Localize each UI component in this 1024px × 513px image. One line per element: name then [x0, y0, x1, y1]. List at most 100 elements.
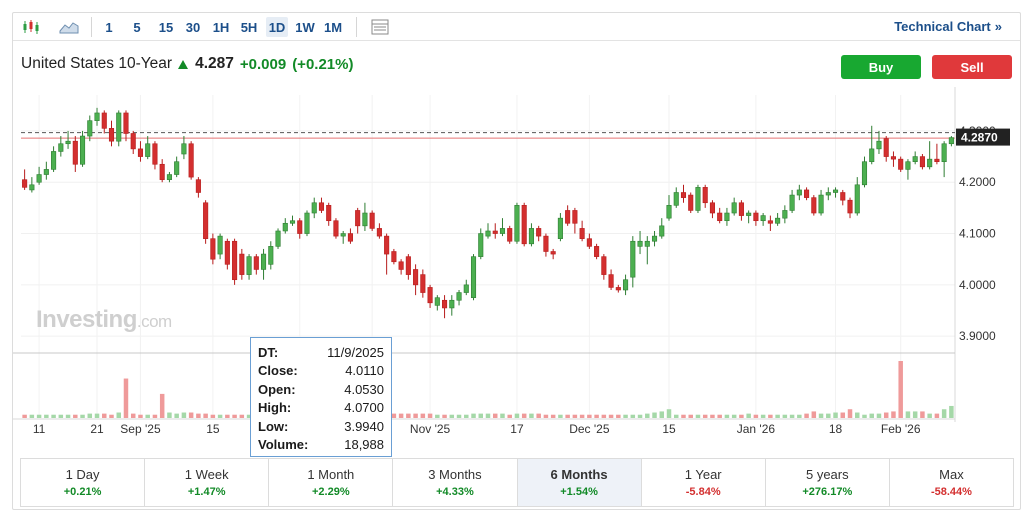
candle-body [630, 240, 636, 278]
technical-chart-link[interactable]: Technical Chart » [894, 19, 1002, 34]
candle-body [499, 228, 506, 234]
period-1-year[interactable]: 1 Year -5.84% [642, 459, 766, 506]
candle-body [912, 156, 918, 163]
chart-widget-frame [12, 12, 1021, 510]
volume-bar [507, 414, 512, 418]
interval-1m[interactable]: 1M [323, 19, 343, 35]
interval-5[interactable]: 5 [133, 19, 141, 35]
candle-body [195, 179, 201, 193]
interval-1[interactable]: 1 [105, 19, 113, 35]
period-change: +1.54% [560, 486, 598, 498]
volume-bar [681, 414, 686, 418]
volume-bar [608, 414, 614, 418]
interval-1h[interactable]: 1H [212, 19, 230, 35]
candle-body [232, 240, 238, 281]
candle-body [919, 156, 925, 168]
volume-bar [471, 413, 476, 418]
period-label: 5 years [805, 467, 849, 482]
period-label: 1 Month [307, 467, 355, 482]
volume-bar [22, 414, 27, 418]
price-change: +0.009 [239, 55, 287, 73]
current-price-badge [956, 128, 1010, 146]
candle-body [644, 240, 650, 247]
period-label: 1 Day [65, 467, 100, 482]
volume-bar [543, 414, 549, 418]
tooltip-row-open: Open: 4.0530 [258, 380, 384, 399]
period-change: +0.21% [63, 486, 102, 498]
area-chart-icon[interactable] [57, 17, 81, 37]
x-tick-label: Feb '26 [881, 422, 921, 436]
candle-body [586, 238, 592, 247]
volume-bar [449, 414, 455, 418]
candle-body [333, 220, 339, 237]
volume-bar [73, 414, 78, 418]
table-view-icon[interactable] [369, 17, 391, 37]
x-tick-label: 21 [90, 422, 104, 436]
volume-bar [920, 411, 925, 418]
period-1-day[interactable]: 1 Day +0.21% [21, 459, 146, 506]
buy-button[interactable]: Buy [841, 55, 921, 79]
volume-bar [427, 413, 433, 418]
period-5-years[interactable]: 5 years +276.17% [766, 459, 890, 506]
volume-bar [666, 409, 672, 418]
period-1-month[interactable]: 1 Month +2.29% [269, 459, 394, 506]
volume-bar [456, 414, 462, 418]
candle-body [651, 235, 658, 242]
interval-30[interactable]: 30 [185, 19, 201, 35]
x-tick-label: 11 [33, 422, 46, 436]
volume-bar [232, 414, 237, 418]
candle-body [210, 238, 216, 260]
candlestick-chart-icon[interactable] [19, 17, 43, 37]
tooltip-label: Open: [258, 381, 296, 397]
volume-bar [702, 414, 708, 418]
y-tick-label: 3.9000 [959, 329, 996, 343]
candle-body [623, 279, 629, 291]
volume-bar [65, 414, 71, 418]
x-tick-label: Nov '25 [410, 422, 451, 436]
candle-body [789, 194, 795, 211]
candle-body [101, 112, 107, 129]
volume-bar [869, 413, 874, 418]
interval-1d[interactable]: 1D [266, 17, 288, 37]
volume-bar [847, 409, 853, 418]
interval-15[interactable]: 15 [158, 19, 174, 35]
candle-body [782, 210, 788, 219]
candle-body [702, 187, 708, 204]
period-6-months[interactable]: 6 Months +1.54% [517, 459, 642, 506]
candle-body [36, 174, 42, 183]
interval-1w[interactable]: 1W [295, 19, 315, 35]
volume-bar [109, 414, 114, 418]
volume-bar [934, 413, 940, 418]
tooltip-row-close: Close: 4.0110 [258, 362, 384, 381]
volume-bar [500, 413, 505, 418]
y-tick-label: 4.0000 [959, 278, 996, 292]
interval-5h[interactable]: 5H [240, 19, 258, 35]
volume-bar [927, 413, 932, 418]
candle-body [174, 161, 180, 175]
period-3-months[interactable]: 3 Months +4.33% [393, 459, 518, 506]
candle-body [224, 240, 230, 265]
volume-bar [485, 413, 491, 418]
candle-body [804, 189, 810, 198]
volume-bar [855, 412, 860, 418]
sell-button[interactable]: Sell [932, 55, 1012, 79]
candle-body [890, 156, 897, 160]
candle-body [413, 269, 419, 286]
candle-body [391, 251, 397, 263]
period-1-week[interactable]: 1 Week +1.47% [145, 459, 270, 506]
candle-body [405, 256, 411, 275]
volume-bar [521, 413, 527, 418]
x-tick-label: 18 [829, 422, 843, 436]
x-tick-label: Jan '26 [737, 422, 776, 436]
candle-body [311, 202, 317, 214]
watermark-brand: Investing [36, 306, 137, 333]
period-max[interactable]: Max -58.44% [890, 459, 1013, 506]
candle-body [239, 253, 245, 275]
period-change: +276.17% [802, 486, 853, 498]
tooltip-value: 3.9940 [344, 418, 384, 434]
volume-bar [130, 413, 136, 418]
candle-body [572, 210, 578, 224]
volume-bar [225, 414, 230, 418]
